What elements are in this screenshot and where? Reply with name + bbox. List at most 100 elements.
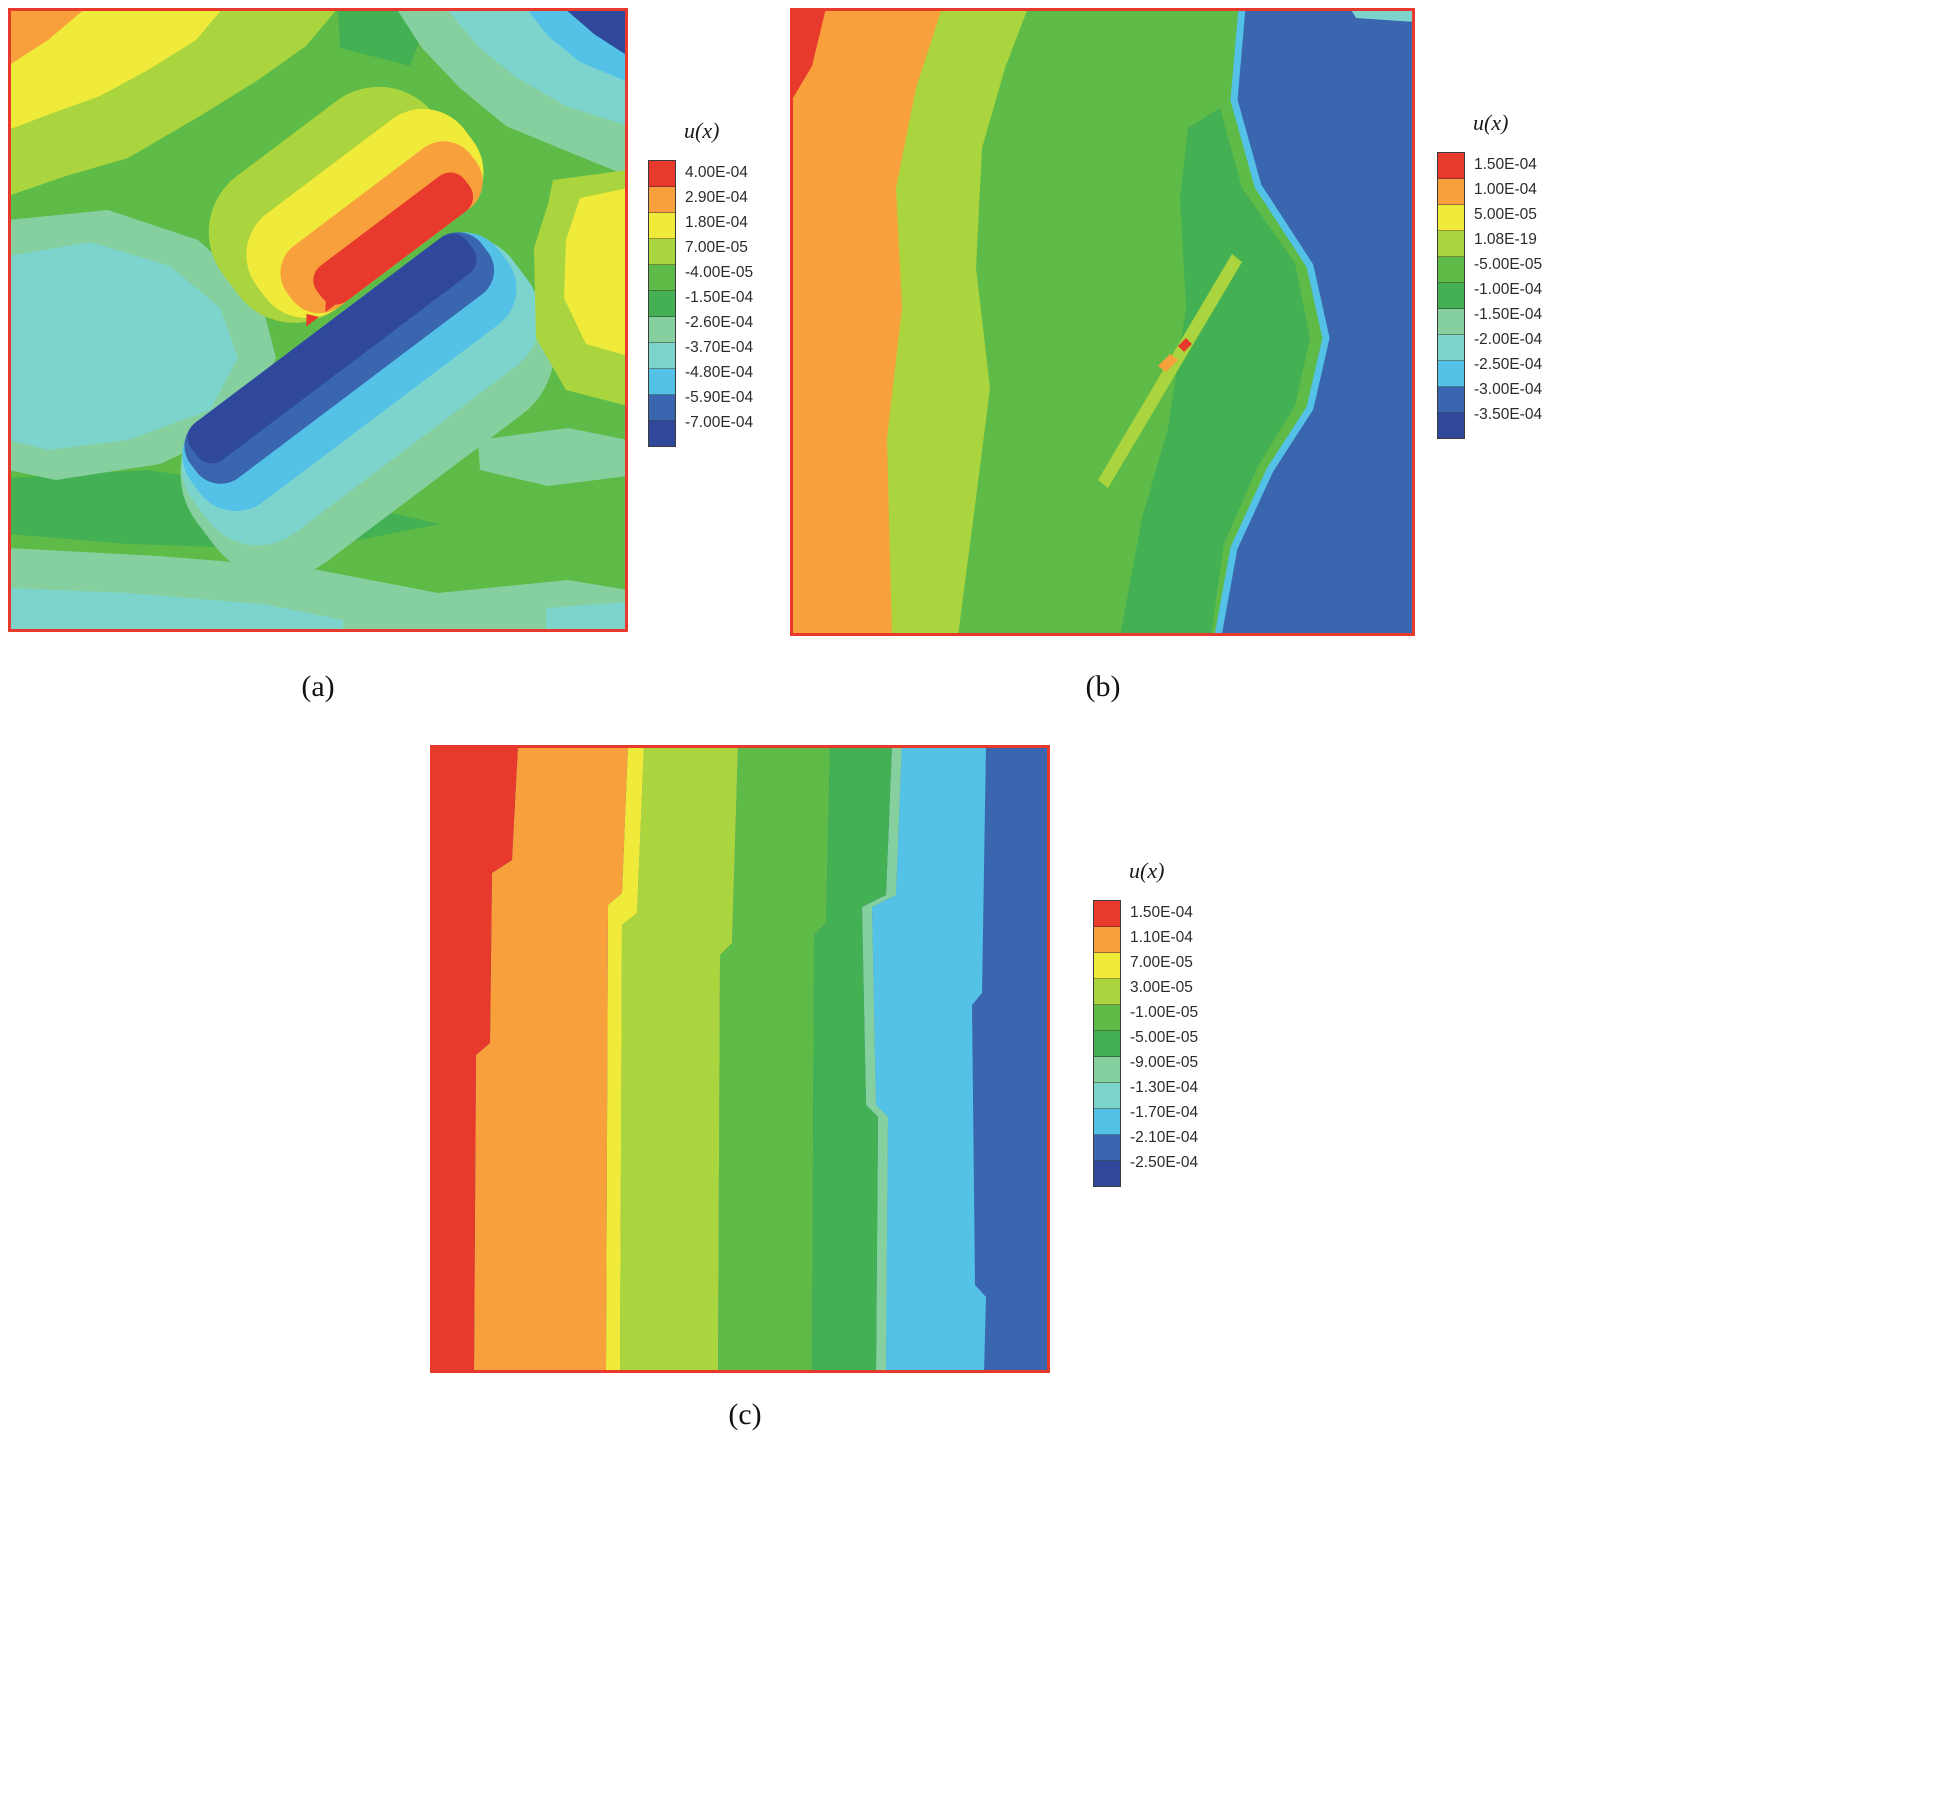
contour-plot-c bbox=[430, 745, 1050, 1373]
band-cyan-left-pool bbox=[8, 242, 238, 450]
legend-color-cell bbox=[1094, 979, 1120, 1005]
legend-colorbar bbox=[648, 160, 676, 447]
legend-value-label: -2.00E-04 bbox=[1474, 331, 1543, 348]
legend-color-cell bbox=[1094, 1135, 1120, 1161]
legend-color-cell bbox=[649, 421, 675, 446]
legend-value-label: -9.00E-05 bbox=[1130, 1054, 1199, 1071]
caption-c: (c) bbox=[728, 1398, 762, 1431]
legend-value-label: -3.70E-04 bbox=[685, 339, 754, 356]
legend-color-cell bbox=[649, 265, 675, 291]
legend-color-cell bbox=[649, 239, 675, 265]
band-yellow-strip bbox=[606, 745, 644, 1373]
band-teal-bottomleft bbox=[8, 588, 343, 632]
band-orange-topleft-corner bbox=[8, 8, 86, 66]
legend-value-label: -5.00E-05 bbox=[1474, 256, 1543, 273]
legend-value-label: -2.60E-04 bbox=[685, 314, 754, 331]
legend-c: u(x) 1.50E-04 1.10E-04 7.00E-05 3.00E-05 -1.… bbox=[1093, 858, 1198, 1187]
band-yellow-topleft bbox=[8, 8, 223, 130]
band-orange bbox=[474, 745, 628, 1373]
contour-plot-b bbox=[790, 8, 1415, 636]
legend-color-cell bbox=[1438, 231, 1464, 257]
crack-core-red bbox=[313, 172, 474, 305]
legend-color-cell bbox=[1438, 283, 1464, 309]
legend-value-label: -1.00E-05 bbox=[1130, 1004, 1199, 1021]
caption-b: (b) bbox=[1085, 670, 1121, 703]
legend-color-cell bbox=[1438, 205, 1464, 231]
legend-title: u(x) bbox=[1473, 110, 1509, 135]
legend-color-cell bbox=[1438, 179, 1464, 205]
legend-colorbar bbox=[1093, 900, 1121, 1187]
legend-color-cell bbox=[1094, 901, 1120, 927]
band-red-topleft-corner bbox=[790, 8, 826, 103]
legend-value-label: 7.00E-05 bbox=[1130, 954, 1193, 971]
crack-sliver bbox=[1098, 254, 1242, 488]
band-teal-topright-sliver bbox=[1350, 8, 1415, 22]
legend-color-cell bbox=[1094, 953, 1120, 979]
caption-a: (a) bbox=[301, 670, 335, 703]
crack-marker-triangles bbox=[306, 256, 396, 327]
legend-color-cell bbox=[649, 213, 675, 239]
legend-labels: 1.50E-04 1.00E-04 5.00E-05 1.08E-19 -5.00E-0… bbox=[1474, 152, 1542, 427]
legend-value-label: 1.50E-04 bbox=[1130, 904, 1193, 921]
crack-dot-red bbox=[1178, 338, 1192, 352]
legend-color-cell bbox=[1438, 257, 1464, 283]
legend-color-cell bbox=[1438, 387, 1464, 413]
legend-colorbar bbox=[1437, 152, 1465, 439]
legend-color-cell bbox=[649, 343, 675, 369]
band-orange-left bbox=[790, 8, 942, 636]
legend-color-cell bbox=[1094, 1031, 1120, 1057]
band-green-shade-right bbox=[1120, 108, 1310, 636]
legend-value-label: -5.00E-05 bbox=[1130, 1029, 1199, 1046]
legend-value-label: 2.90E-04 bbox=[685, 189, 748, 206]
legend-color-cell bbox=[649, 187, 675, 213]
band-palegreen-midright bbox=[478, 428, 628, 486]
crack-halo-group bbox=[180, 86, 555, 578]
legend-value-label: -3.00E-04 bbox=[1474, 381, 1543, 398]
legend-value-label: 4.00E-04 bbox=[685, 164, 748, 181]
legend-value-label: -2.50E-04 bbox=[1474, 356, 1543, 373]
plot-border-a bbox=[8, 8, 628, 632]
band-yellowgreen bbox=[620, 745, 738, 1373]
legend-value-label: -1.30E-04 bbox=[1130, 1079, 1199, 1096]
legend-value-label: -1.50E-04 bbox=[685, 289, 754, 306]
legend-color-cell bbox=[1094, 927, 1120, 953]
crack-dot-orange bbox=[1158, 354, 1178, 372]
band-green2 bbox=[812, 745, 892, 1373]
crack-core-navy bbox=[187, 233, 477, 464]
legend-color-cell bbox=[1438, 413, 1464, 438]
plot-border-b bbox=[790, 8, 1415, 636]
legend-color-cell bbox=[649, 291, 675, 317]
legend-a: u(x) 4.00E-04 2.90E-04 1.80E-04 7.00E-05 -4.… bbox=[648, 118, 753, 447]
legend-value-label: 1.50E-04 bbox=[1474, 156, 1537, 173]
contour-line-cyan bbox=[1214, 8, 1330, 636]
legend-color-cell bbox=[1094, 1005, 1120, 1031]
legend-color-cell bbox=[1438, 153, 1464, 179]
legend-value-label: -2.50E-04 bbox=[1130, 1154, 1199, 1171]
band-green bbox=[718, 745, 830, 1373]
legend-color-cell bbox=[1438, 361, 1464, 387]
legend-value-label: 1.00E-04 bbox=[1474, 181, 1537, 198]
legend-value-label: 1.10E-04 bbox=[1130, 929, 1193, 946]
band-navy-topright-corner bbox=[564, 8, 628, 56]
legend-value-label: -1.70E-04 bbox=[1130, 1104, 1199, 1121]
legend-color-cell bbox=[649, 317, 675, 343]
legend-value-label: -5.90E-04 bbox=[685, 389, 754, 406]
legend-title: u(x) bbox=[684, 118, 720, 143]
legend-color-cell bbox=[1094, 1161, 1120, 1186]
legend-value-label: 3.00E-05 bbox=[1130, 979, 1193, 996]
legend-value-label: -1.50E-04 bbox=[1474, 306, 1543, 323]
legend-color-cell bbox=[649, 161, 675, 187]
legend-labels: 4.00E-04 2.90E-04 1.80E-04 7.00E-05 -4.00E-0… bbox=[685, 160, 753, 435]
legend-b: u(x) 1.50E-04 1.00E-04 5.00E-05 1.08E-19 -5.… bbox=[1437, 110, 1542, 439]
band-sky bbox=[872, 745, 986, 1373]
band-teal-bottomright bbox=[546, 602, 628, 632]
legend-value-label: -3.50E-04 bbox=[1474, 406, 1543, 423]
legend-color-cell bbox=[1094, 1109, 1120, 1135]
legend-color-cell bbox=[1438, 309, 1464, 335]
legend-value-label: 5.00E-05 bbox=[1474, 206, 1537, 223]
contour-plot-a bbox=[8, 8, 628, 632]
band-yellow-rightedge bbox=[564, 188, 628, 356]
legend-value-label: -1.00E-04 bbox=[1474, 281, 1543, 298]
legend-color-cell bbox=[1438, 335, 1464, 361]
legend-value-label: 1.08E-19 bbox=[1474, 231, 1537, 248]
